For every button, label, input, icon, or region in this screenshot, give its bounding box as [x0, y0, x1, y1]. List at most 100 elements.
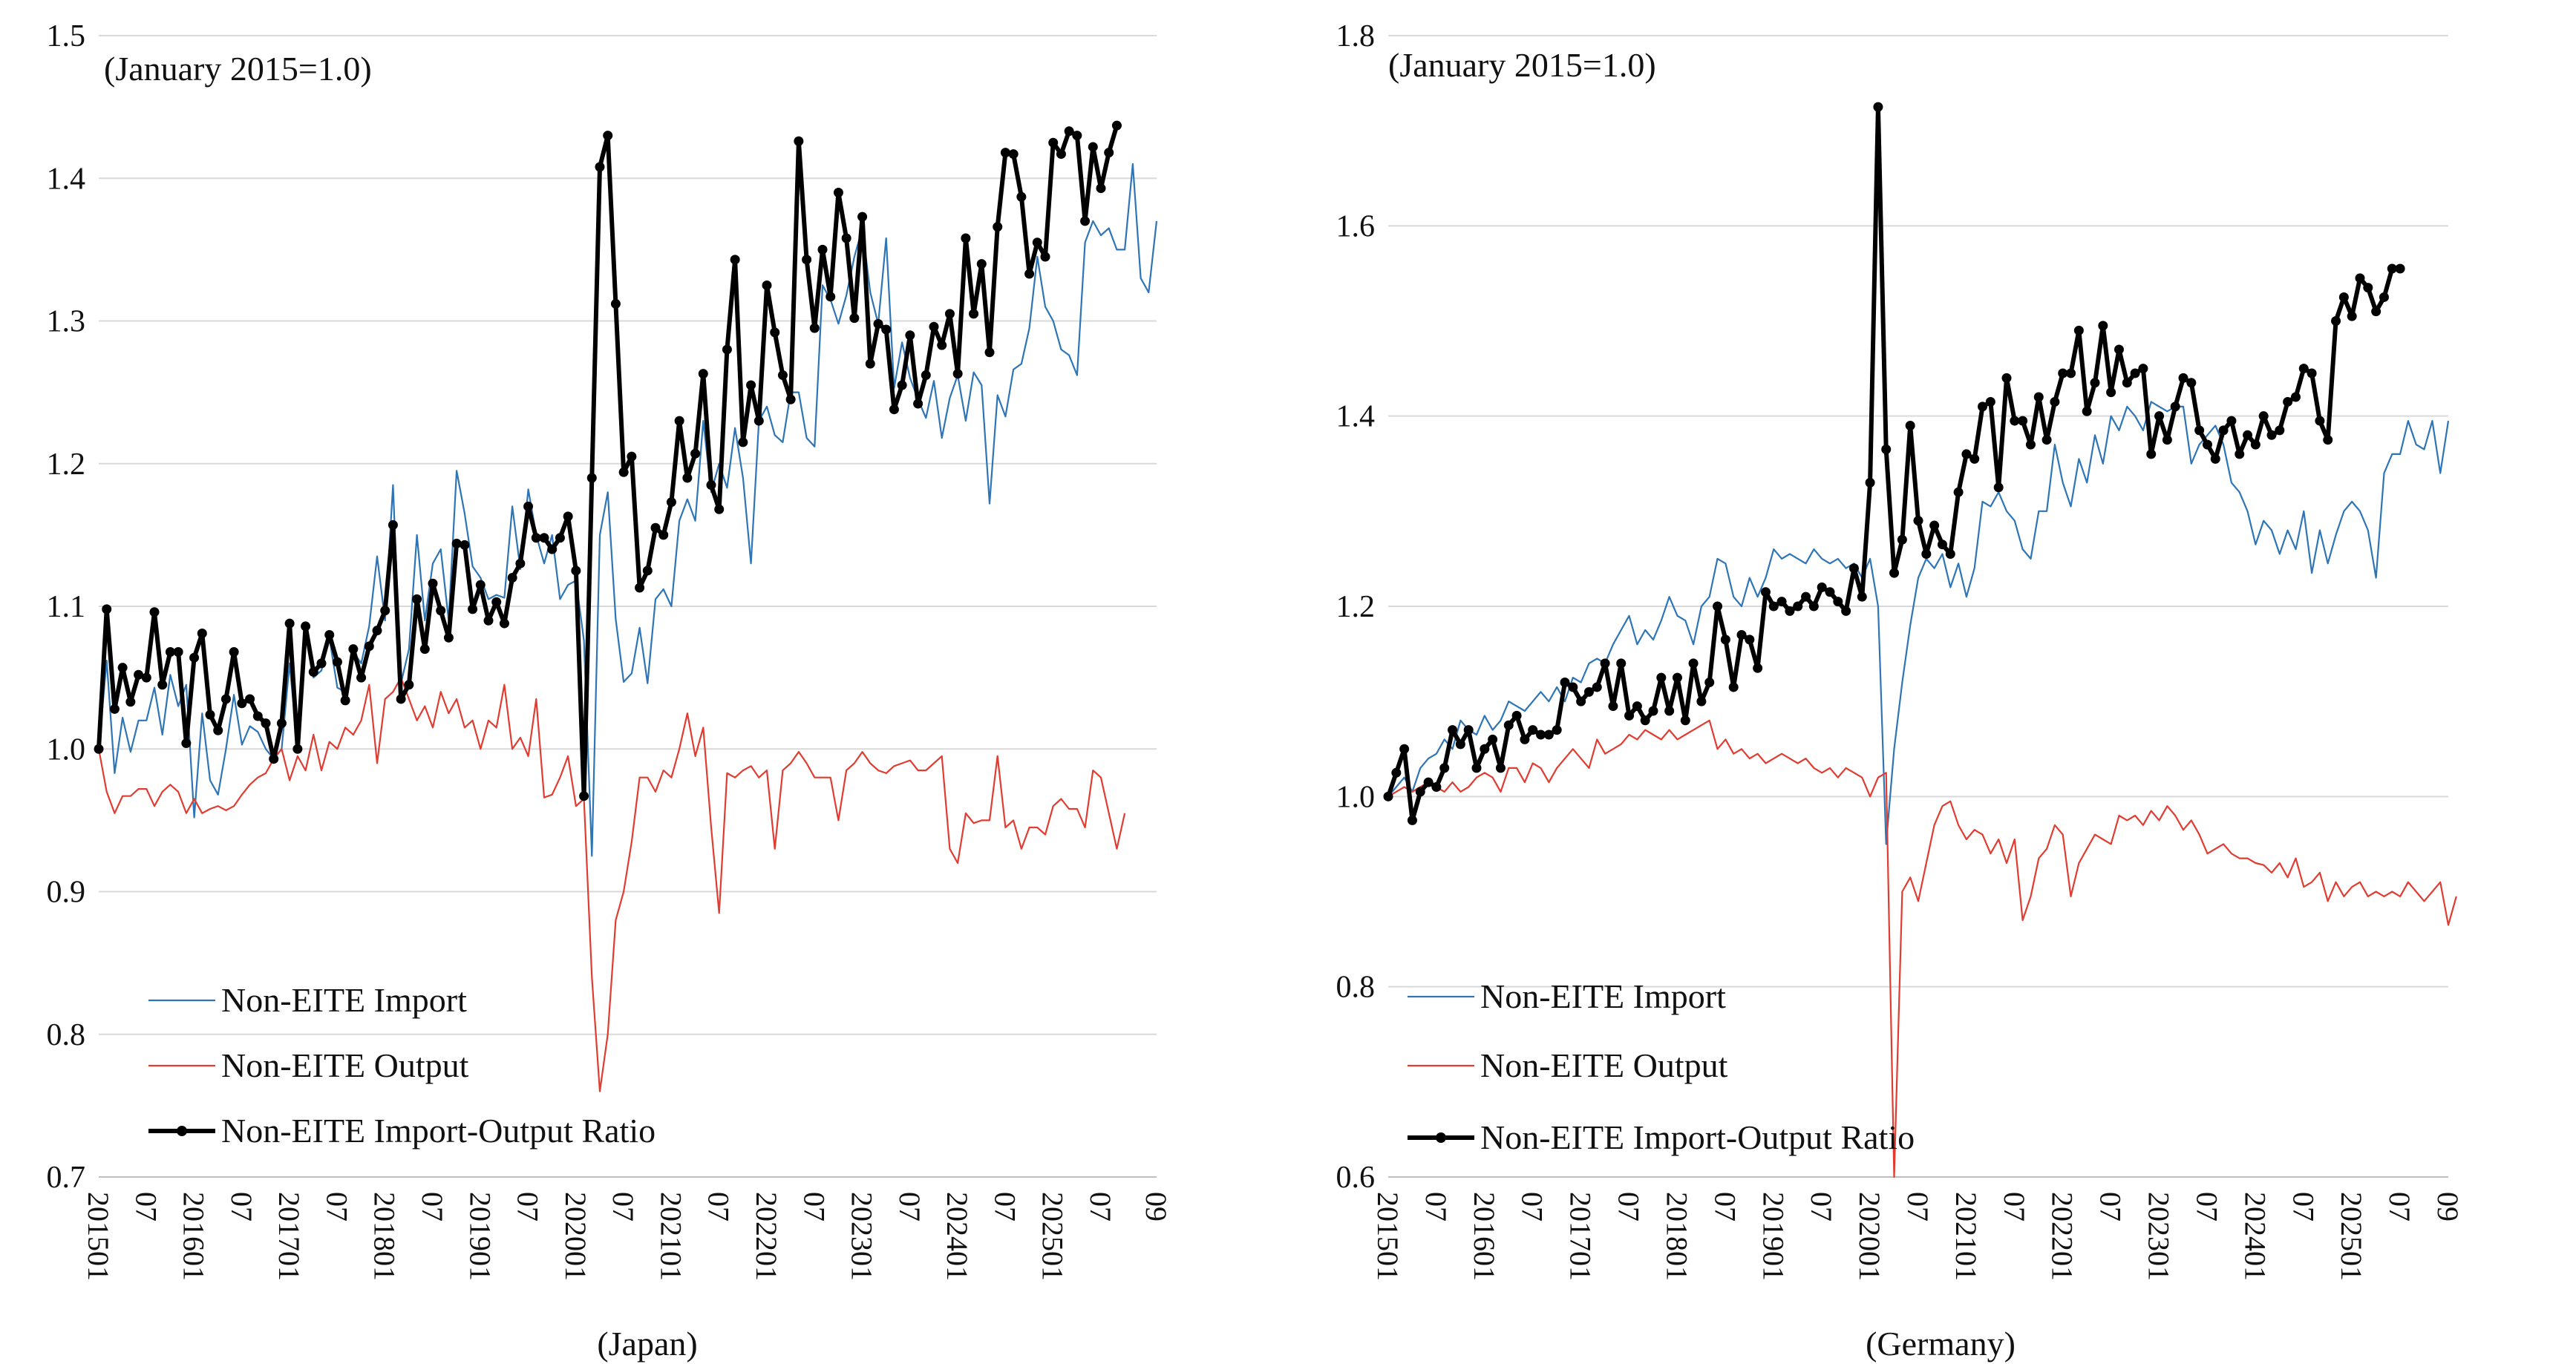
data-point	[2018, 416, 2028, 426]
legend-label: Non-EITE Import	[1480, 977, 1726, 1015]
data-point	[1889, 568, 1900, 578]
data-point	[2146, 449, 2157, 459]
data-point	[984, 347, 995, 358]
data-point	[929, 321, 939, 332]
data-point	[483, 615, 494, 626]
data-point	[610, 298, 621, 309]
data-point	[2154, 411, 2165, 422]
x-tick-label: 07	[2094, 1192, 2128, 1222]
data-point	[2170, 401, 2180, 412]
series-line-1	[97, 163, 1158, 857]
data-point	[1978, 401, 1988, 412]
y-tick-label: 0.9	[47, 876, 86, 910]
data-point	[1873, 102, 1883, 112]
x-tick-label: 202101	[1949, 1192, 1983, 1281]
data-point	[1431, 782, 1442, 793]
data-point	[2082, 406, 2092, 416]
y-tick-label: 0.7	[47, 1161, 86, 1195]
data-point	[2347, 311, 2357, 321]
data-point	[507, 573, 517, 583]
data-point	[2106, 387, 2116, 398]
data-point	[1000, 148, 1010, 158]
data-point	[1801, 591, 1811, 602]
x-tick-label: 201501	[1371, 1192, 1405, 1281]
x-tick-label: 07	[797, 1192, 831, 1222]
data-point	[2138, 364, 2148, 374]
data-point	[428, 578, 438, 588]
data-point	[1664, 706, 1675, 716]
data-point	[523, 501, 534, 511]
data-point	[1576, 696, 1586, 706]
data-point	[571, 565, 581, 576]
data-point	[1032, 237, 1042, 248]
data-point	[1865, 477, 1875, 488]
data-point	[1455, 739, 1465, 750]
data-point	[252, 711, 263, 721]
data-point	[1817, 582, 1827, 592]
data-point	[746, 380, 756, 390]
data-point	[332, 657, 342, 667]
data-point	[1111, 120, 1122, 131]
data-point	[1632, 701, 1642, 712]
x-tick-label: 07	[416, 1192, 449, 1222]
data-point	[2331, 316, 2341, 326]
x-tick-label: 07	[129, 1192, 163, 1222]
data-point	[348, 644, 359, 655]
data-point	[722, 344, 732, 355]
data-point	[1407, 815, 1417, 825]
data-point	[2130, 368, 2140, 378]
x-tick-label: 07	[1084, 1192, 1117, 1222]
data-point	[1391, 767, 1402, 778]
y-tick-label: 1.6	[1336, 209, 1376, 243]
data-point	[674, 416, 684, 426]
data-point	[2122, 378, 2132, 388]
data-point	[1736, 629, 1747, 640]
data-point	[1648, 706, 1658, 716]
x-tick-label: 202301	[2142, 1192, 2176, 1281]
data-point	[1969, 453, 1980, 464]
data-point	[826, 292, 836, 302]
data-point	[468, 604, 478, 614]
data-point	[2307, 368, 2317, 378]
data-point	[1793, 601, 1803, 611]
y-tick-label: 0.8	[47, 1018, 86, 1052]
data-point	[1383, 791, 1393, 801]
data-point	[1399, 744, 1410, 754]
data-point	[2210, 453, 2220, 464]
data-point	[1745, 635, 1755, 645]
data-point	[2218, 425, 2229, 436]
y-tick-label: 1.1	[47, 590, 86, 624]
y-tick-label: 1.3	[47, 305, 86, 339]
data-point	[2387, 263, 2397, 274]
data-point	[770, 327, 780, 338]
data-point	[2250, 439, 2260, 450]
data-point	[229, 647, 239, 658]
x-tick-label: 202001	[1853, 1192, 1886, 1281]
data-point	[324, 629, 335, 640]
x-tick-label: 07	[607, 1192, 640, 1222]
chart-panel-1: 0.7 0.8 0.9 1.0 1.1 1.2 1.3 1.4 1.5 201501 07 20160…	[47, 19, 1174, 1363]
data-point	[197, 629, 207, 639]
x-tick-label: 202101	[654, 1192, 687, 1281]
data-point	[698, 369, 708, 379]
data-point	[2258, 411, 2269, 422]
data-point	[2186, 378, 2197, 388]
data-point	[730, 255, 740, 265]
y-tick-label: 1.0	[47, 732, 86, 767]
data-point	[1536, 729, 1546, 740]
data-point	[1656, 672, 1667, 683]
x-tick-label: 201701	[272, 1192, 306, 1281]
x-tick-label: 202501	[1036, 1192, 1070, 1281]
data-point	[340, 695, 350, 706]
data-point	[1040, 252, 1050, 262]
x-tick-label: 201901	[1756, 1192, 1790, 1281]
x-tick-label: 201601	[177, 1192, 211, 1281]
data-point	[2355, 273, 2365, 283]
y-tick-label: 1.2	[47, 447, 86, 482]
series-line-3	[1386, 105, 2401, 823]
data-point	[213, 725, 223, 735]
series-line-1	[1387, 401, 2450, 845]
x-tick-label: 202401	[2238, 1192, 2272, 1281]
data-point	[531, 533, 541, 543]
